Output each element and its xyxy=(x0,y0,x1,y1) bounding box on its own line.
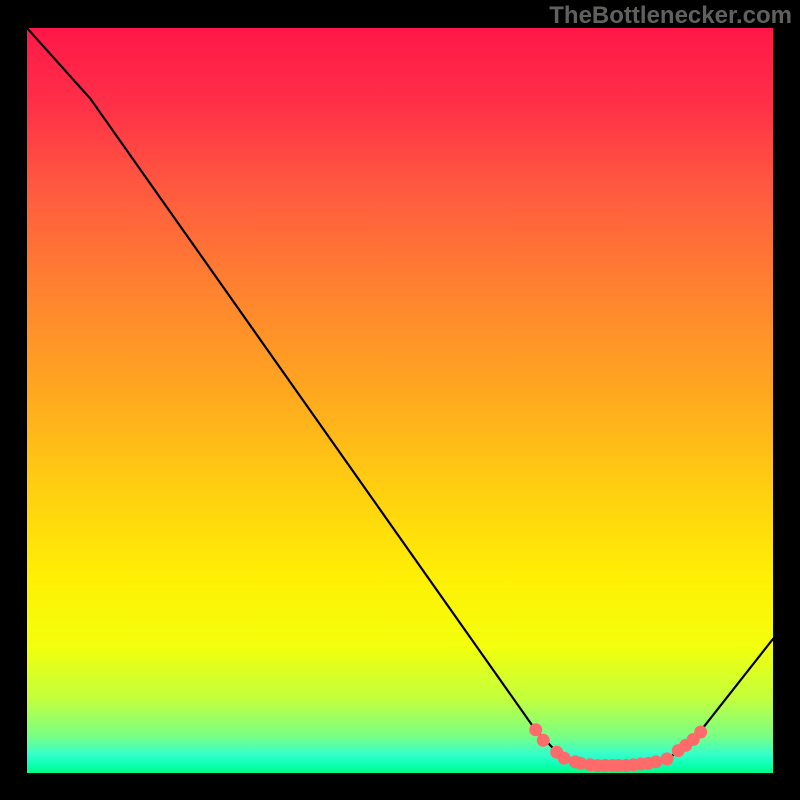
marker-point xyxy=(537,734,549,746)
marker-point xyxy=(530,724,542,736)
gradient-bg xyxy=(27,28,773,773)
plot-area xyxy=(27,28,773,773)
marker-point xyxy=(558,752,570,764)
chart-frame: TheBottlenecker.com xyxy=(0,0,800,800)
attribution-label: TheBottlenecker.com xyxy=(549,2,792,30)
marker-point xyxy=(650,756,662,768)
plot-svg xyxy=(27,28,773,773)
marker-point xyxy=(661,753,673,765)
marker-point xyxy=(695,726,707,738)
